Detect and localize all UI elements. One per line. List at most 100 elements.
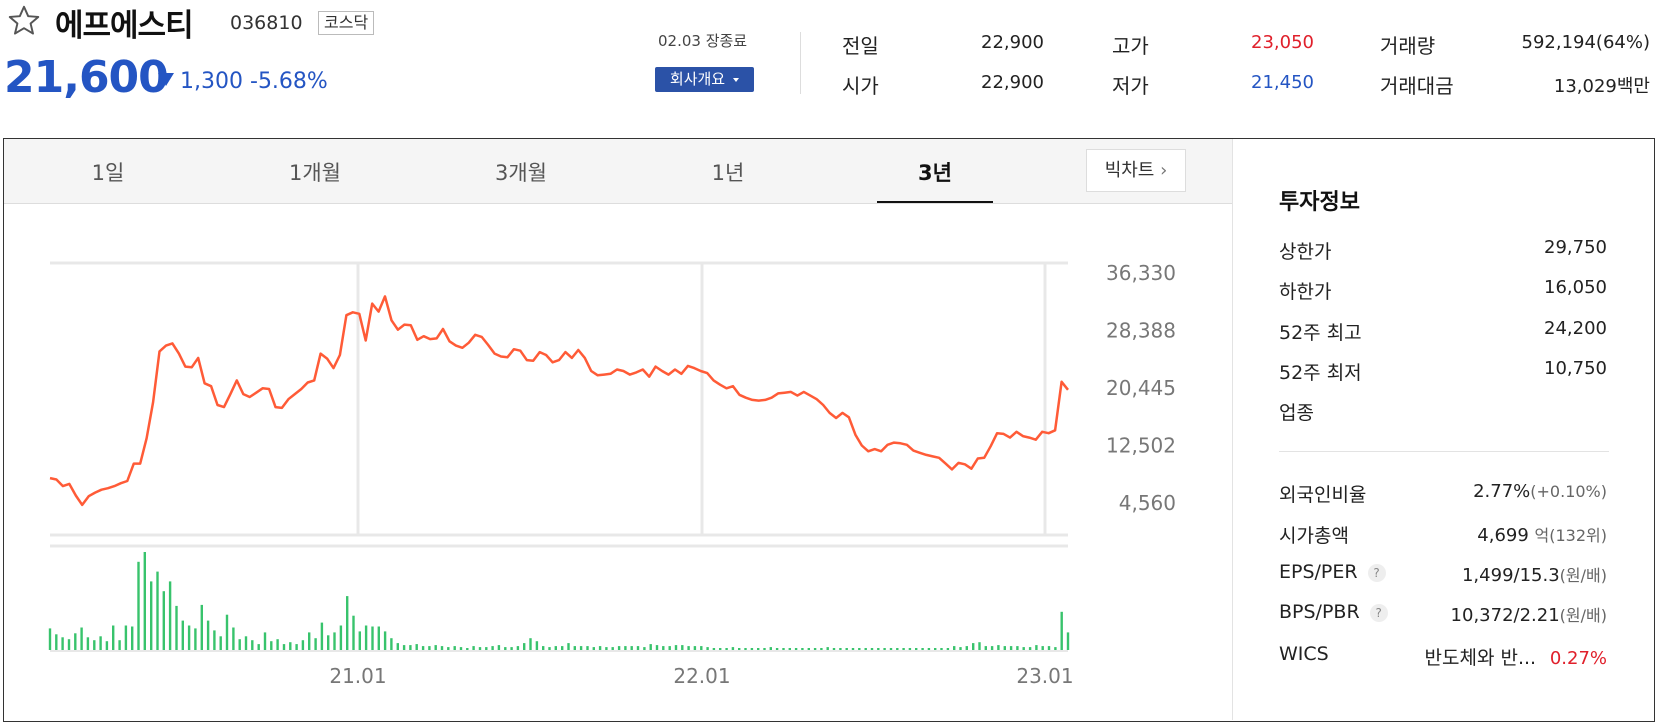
big-chart-button[interactable]: 빅차트 › — [1086, 149, 1186, 192]
info-label: EPS/PER — [1279, 561, 1358, 583]
info-divider — [1279, 451, 1609, 452]
volume-bar — [839, 648, 842, 650]
current-price: 21,600 — [4, 52, 169, 103]
summary-label: 거래대금 — [1380, 74, 1454, 98]
volume-bar — [478, 647, 482, 650]
summary-value-low: 21,450 — [1251, 72, 1314, 93]
volume-bar — [74, 633, 77, 650]
volume-bar — [561, 646, 564, 650]
volume-bar — [681, 645, 684, 650]
volume-bar — [864, 648, 867, 650]
volume-bar — [55, 634, 58, 650]
volume-bar — [794, 648, 798, 650]
volume-bar — [213, 630, 216, 650]
info-label: 52주 최고 — [1279, 322, 1362, 344]
volume-bar — [453, 646, 456, 650]
volume-bar — [339, 625, 343, 650]
y-tick-label: 20,445 — [1106, 376, 1176, 400]
help-icon[interactable]: ? — [1367, 563, 1386, 582]
volume-bar — [826, 647, 829, 650]
volume-bar — [1035, 645, 1038, 650]
volume-bar — [889, 648, 893, 650]
volume-bar — [175, 605, 178, 650]
favorite-star-icon[interactable] — [6, 3, 42, 39]
x-tick-label: 21.01 — [329, 664, 386, 688]
52week-high-value: 24,200 — [1544, 318, 1607, 339]
volume-bar — [712, 648, 716, 650]
market-cap-value: 4,699 억(132위) — [1477, 522, 1607, 546]
volume-bar — [617, 646, 621, 650]
volume-bar — [1009, 646, 1013, 650]
y-tick-label: 36,330 — [1106, 261, 1176, 285]
volume-bar — [415, 644, 418, 650]
volume-bar — [908, 648, 912, 650]
volume-bar — [915, 648, 918, 650]
y-tick-label: 4,560 — [1119, 491, 1176, 515]
market-badge: 코스닥 — [318, 11, 375, 35]
volume-bar — [187, 625, 191, 650]
volume-bar — [137, 561, 140, 650]
volume-bar — [554, 646, 557, 650]
volume-bar — [251, 640, 254, 650]
company-overview-button[interactable]: 회사개요 — [655, 67, 754, 92]
info-label: 시가총액 — [1279, 525, 1349, 547]
volume-bar — [390, 638, 393, 650]
tab-3month[interactable]: 3개월 — [494, 161, 547, 185]
volume-bar — [143, 552, 146, 650]
volume-bar — [301, 640, 305, 650]
volume-bar — [383, 631, 387, 650]
volume-bar — [902, 648, 905, 650]
caret-down-icon — [733, 77, 740, 82]
upper-limit-value: 29,750 — [1544, 237, 1607, 258]
help-icon[interactable]: ? — [1369, 603, 1388, 622]
tab-3year[interactable]: 3년 — [918, 161, 952, 185]
volume-bar — [447, 647, 450, 650]
volume-bar — [295, 644, 298, 650]
eps-per-value: 1,499/15.3(원/배) — [1462, 562, 1607, 586]
tab-1day[interactable]: 1일 — [91, 161, 125, 185]
volume-bar — [959, 647, 962, 650]
volume-bar — [972, 643, 975, 650]
foreign-ratio-value: 2.77%(+0.10%) — [1473, 481, 1607, 502]
volume-bar — [820, 648, 823, 650]
volume-bar — [510, 647, 513, 650]
volume-bar — [788, 648, 791, 650]
info-label: BPS/PBR — [1279, 601, 1360, 623]
chart-panel — [3, 138, 1655, 722]
volume-bar — [225, 614, 229, 650]
stock-name: 에프에스티 — [55, 8, 194, 44]
summary-value: 22,900 — [981, 32, 1044, 53]
volume-bar — [263, 632, 267, 650]
volume-bar — [80, 627, 83, 650]
tab-1month[interactable]: 1개월 — [288, 161, 341, 185]
volume-bar — [624, 646, 627, 650]
stock-code: 036810 — [230, 12, 303, 34]
lower-limit-value: 16,050 — [1544, 277, 1607, 298]
volume-bar — [535, 641, 539, 650]
volume-bar — [687, 646, 690, 650]
tab-1year[interactable]: 1년 — [711, 161, 745, 185]
volume-bar — [636, 646, 640, 650]
volume-bar — [719, 648, 722, 650]
bps-pbr-value: 10,372/2.21(원/배) — [1451, 602, 1607, 626]
info-label: 외국인비율 — [1279, 484, 1367, 506]
52week-low-value: 10,750 — [1544, 358, 1607, 379]
volume-bar — [244, 636, 248, 650]
volume-bar — [93, 640, 96, 650]
volume-bar — [48, 628, 52, 650]
volume-bar — [282, 644, 286, 650]
volume-bar — [1003, 646, 1006, 650]
market-cap: 4,699 — [1477, 525, 1529, 546]
volume-bar — [978, 642, 981, 650]
volume-bar — [997, 645, 1000, 650]
volume-bar — [700, 646, 703, 650]
volume-bar — [1041, 646, 1044, 650]
volume-bar — [131, 626, 134, 650]
volume-bar — [807, 648, 810, 650]
chevron-right-icon: › — [1160, 160, 1168, 181]
volume-bar — [1066, 632, 1070, 650]
wics-sector-link[interactable]: 반도체와 반... — [1424, 647, 1537, 669]
volume-bar — [801, 648, 804, 650]
volume-bar — [1028, 647, 1032, 650]
volume-bar — [990, 646, 994, 650]
